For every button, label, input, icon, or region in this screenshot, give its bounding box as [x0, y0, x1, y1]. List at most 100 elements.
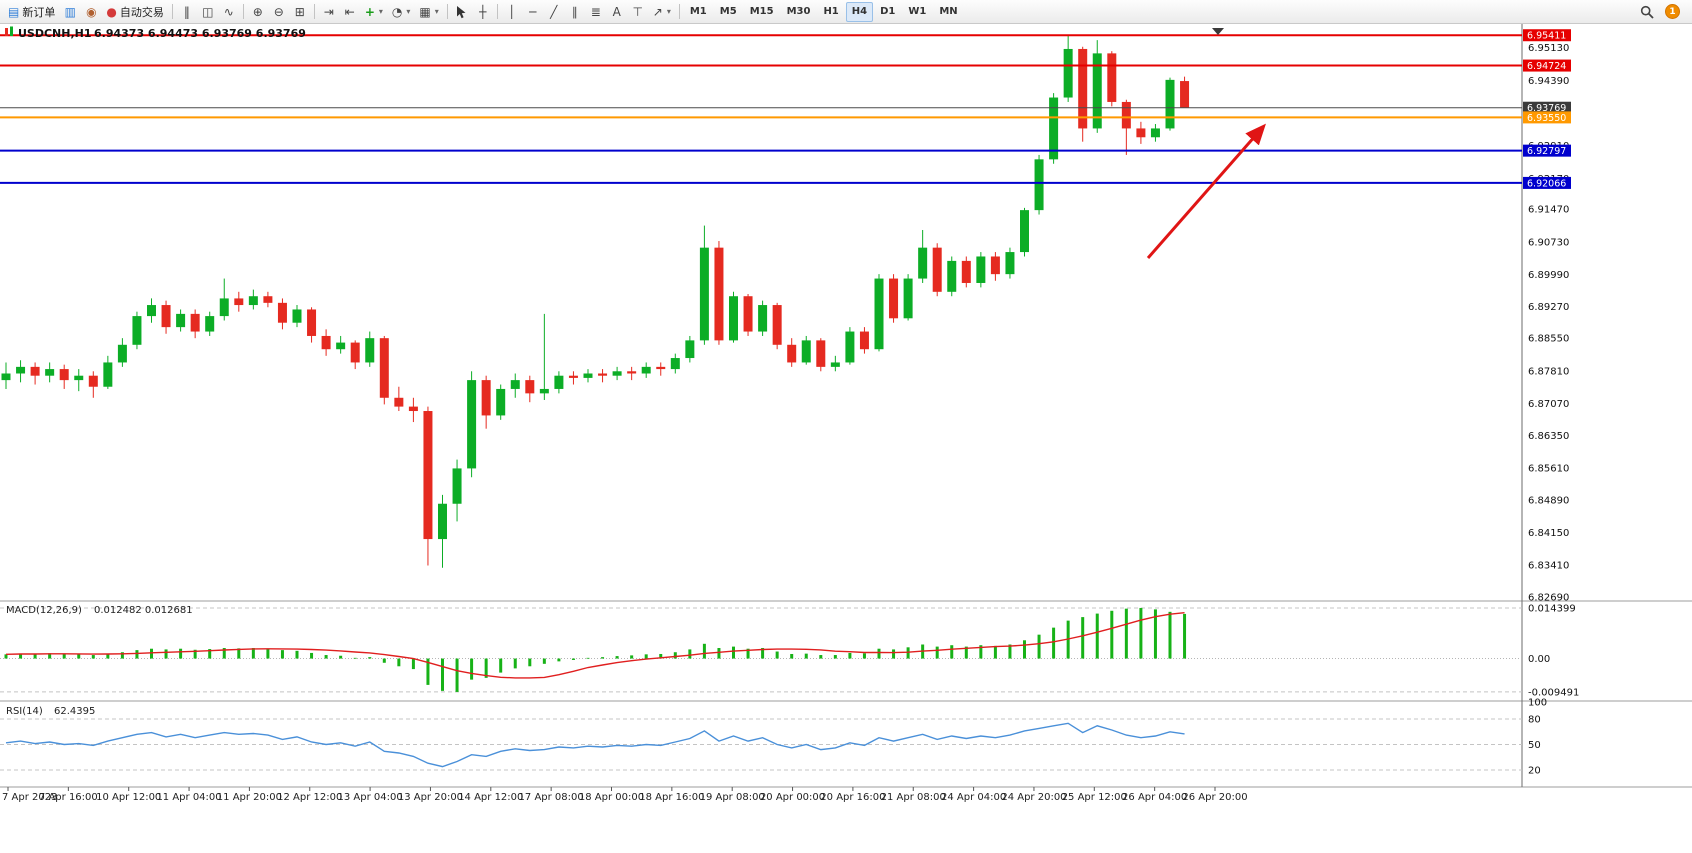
channel-button[interactable]: ∥ — [565, 2, 585, 22]
indicators-button[interactable]: + ▾ — [361, 2, 387, 22]
cursor-button[interactable] — [452, 2, 472, 22]
chart-symbol-title: USDCNH,H1 — [18, 27, 92, 40]
rsi-axis-label: 50 — [1528, 740, 1541, 751]
toolbar-separator — [242, 4, 244, 19]
crosshair-button[interactable]: ┼ — [473, 2, 493, 22]
chart-shift-icon: ⇤ — [344, 4, 355, 19]
resistance-line-upper-badge — [1523, 29, 1571, 42]
time-axis-label: 14 Apr 12:00 — [458, 792, 523, 803]
time-axis-label: 20 Apr 16:00 — [820, 792, 885, 803]
support-line-2-badge — [1523, 176, 1571, 189]
timeframe-m15[interactable]: M15 — [749, 6, 774, 17]
zoom-in-button[interactable]: ⊕ — [248, 2, 268, 22]
trendline-button[interactable]: ╱ — [544, 2, 564, 22]
pane-borders — [0, 24, 1692, 788]
price-axis-label: 6.86350 — [1528, 431, 1569, 442]
line-chart-icon: ∿ — [223, 4, 234, 19]
dropdown-caret-icon: ▾ — [406, 7, 411, 16]
search-icon — [1640, 5, 1654, 19]
support-line-1-badge — [1523, 144, 1571, 157]
timeframe-h1[interactable]: H1 — [823, 6, 839, 17]
time-axis-label: 11 Apr 04:00 — [156, 792, 221, 803]
time-axis-label: 7 Apr 16:00 — [39, 792, 98, 803]
fibonacci-button[interactable]: ≣ — [586, 2, 606, 22]
dropdown-caret-icon: ▾ — [666, 7, 671, 16]
vertical-line-icon: │ — [508, 4, 516, 19]
periods-button[interactable]: ◔ ▾ — [388, 2, 415, 22]
macd-signal-line — [5, 612, 1185, 679]
time-axis-label: 26 Apr 20:00 — [1182, 792, 1247, 803]
rsi-label: RSI(14) — [6, 706, 43, 717]
auto-scroll-button[interactable]: ⇥ — [319, 2, 339, 22]
resistance-line-lower-badge-label: 6.94724 — [1527, 61, 1566, 72]
chart-shift-button[interactable]: ⇤ — [340, 2, 360, 22]
text-button[interactable]: A — [607, 2, 627, 22]
timeframe-d1[interactable]: D1 — [880, 6, 896, 17]
current-price-line-badge — [1523, 101, 1571, 114]
timeframe-mn[interactable]: MN — [939, 6, 958, 17]
charts-icon: ▥ — [64, 4, 77, 19]
time-axis-label: 17 Apr 08:00 — [519, 792, 584, 803]
chart-ohlc-values: 6.94373 6.94473 6.93769 6.93769 — [94, 27, 306, 40]
templates-button[interactable]: ▦ ▾ — [415, 2, 442, 22]
price-axis-label: 6.85610 — [1528, 464, 1569, 475]
chart-shift-marker-icon[interactable] — [1212, 28, 1224, 35]
algo-trading-button[interactable]: ● 自动交易 — [102, 2, 167, 22]
time-axis-label: 18 Apr 16:00 — [639, 792, 704, 803]
channel-icon: ∥ — [571, 4, 578, 19]
arrows-button[interactable]: ↗ ▾ — [649, 2, 675, 22]
trend-arrow[interactable] — [1146, 123, 1266, 259]
macd-axis-label: -0.009491 — [1528, 687, 1579, 698]
timeframe-h4[interactable]: H4 — [845, 1, 874, 22]
price-axis-label: 6.87070 — [1528, 399, 1569, 410]
price-axis-label: 6.94390 — [1528, 76, 1569, 87]
horizontal-line-icon: ─ — [529, 4, 537, 19]
time-axis-label: 12 Apr 12:00 — [277, 792, 342, 803]
time-axis-label: 24 Apr 04:00 — [941, 792, 1006, 803]
bars-chart-button[interactable]: ‖ — [177, 2, 197, 22]
time-axis-label: 25 Apr 12:00 — [1062, 792, 1127, 803]
zoom-out-button[interactable]: ⊖ — [269, 2, 289, 22]
resistance-line-upper-badge-label: 6.95411 — [1527, 31, 1566, 42]
vertical-line-button[interactable]: │ — [502, 2, 522, 22]
new-order-icon: ▤ — [8, 4, 20, 19]
time-axis-label: 13 Apr 04:00 — [337, 792, 402, 803]
toolbar-separator — [446, 4, 448, 19]
time-axis-label: 7 Apr 2023 — [2, 792, 57, 803]
dropdown-caret-icon: ▾ — [378, 7, 383, 16]
time-axis-label: 19 Apr 08:00 — [700, 792, 765, 803]
timeframe-m1[interactable]: M1 — [689, 6, 707, 17]
bars-chart-icon: ‖ — [183, 4, 190, 19]
horizontal-line-button[interactable]: ─ — [523, 2, 543, 22]
pivot-line-orange-badge-label: 6.93550 — [1527, 113, 1566, 124]
price-axis-label: 6.82690 — [1528, 592, 1569, 603]
notification-badge[interactable]: 1 — [1665, 4, 1680, 19]
macd-label: MACD(12,26,9) — [6, 605, 82, 616]
text-icon: A — [612, 4, 621, 19]
timeframe-m30[interactable]: M30 — [786, 6, 811, 17]
fibonacci-icon: ≣ — [590, 4, 601, 19]
time-axis-label: 20 Apr 00:00 — [760, 792, 825, 803]
signals-button[interactable]: ◉ — [81, 2, 101, 22]
line-chart-button[interactable]: ∿ — [219, 2, 239, 22]
timeframe-w1[interactable]: W1 — [908, 6, 927, 17]
rsi-axis-label: 20 — [1528, 766, 1541, 777]
new-order-button[interactable]: ▤ 新订单 — [4, 2, 59, 22]
text-label-button[interactable]: ⊤ — [628, 2, 648, 22]
timeframe-m5[interactable]: M5 — [719, 6, 737, 17]
price-axis-label: 6.83410 — [1528, 561, 1569, 572]
macd-histogram — [4, 607, 1187, 692]
toolbar: ▤ 新订单 ▥ ◉ ● 自动交易 ‖ ◫ ∿ ⊕ ⊖ ⊞ ⇥ ⇤ + ▾ ◔ ▾ ▦ ▾ ┼ │ ─ ╱ ∥ ≣ A ⊤ ↗ ▾ M1 M5 M… — [0, 0, 1692, 24]
chart-area[interactable]: 6.951306.943906.936506.929106.921706.914… — [0, 24, 1692, 853]
support-line-2-badge-label: 6.92066 — [1527, 178, 1566, 189]
toolbar-separator — [313, 4, 315, 19]
search-button[interactable] — [1636, 2, 1658, 22]
price-axis-label: 6.95130 — [1528, 43, 1569, 54]
candlestick-chart-button[interactable]: ◫ — [198, 2, 218, 22]
algo-trading-button-label: 自动交易 — [119, 5, 164, 19]
toolbar-buttons: ▤ 新订单 ▥ ◉ ● 自动交易 ‖ ◫ ∿ ⊕ ⊖ ⊞ ⇥ ⇤ + ▾ ◔ ▾ ▦ ▾ ┼ │ ─ ╱ ∥ ≣ A ⊤ ↗ ▾ M1 M5 M… — [4, 1, 1635, 22]
tile-windows-button[interactable]: ⊞ — [290, 2, 310, 22]
charts-button[interactable]: ▥ — [60, 2, 80, 22]
